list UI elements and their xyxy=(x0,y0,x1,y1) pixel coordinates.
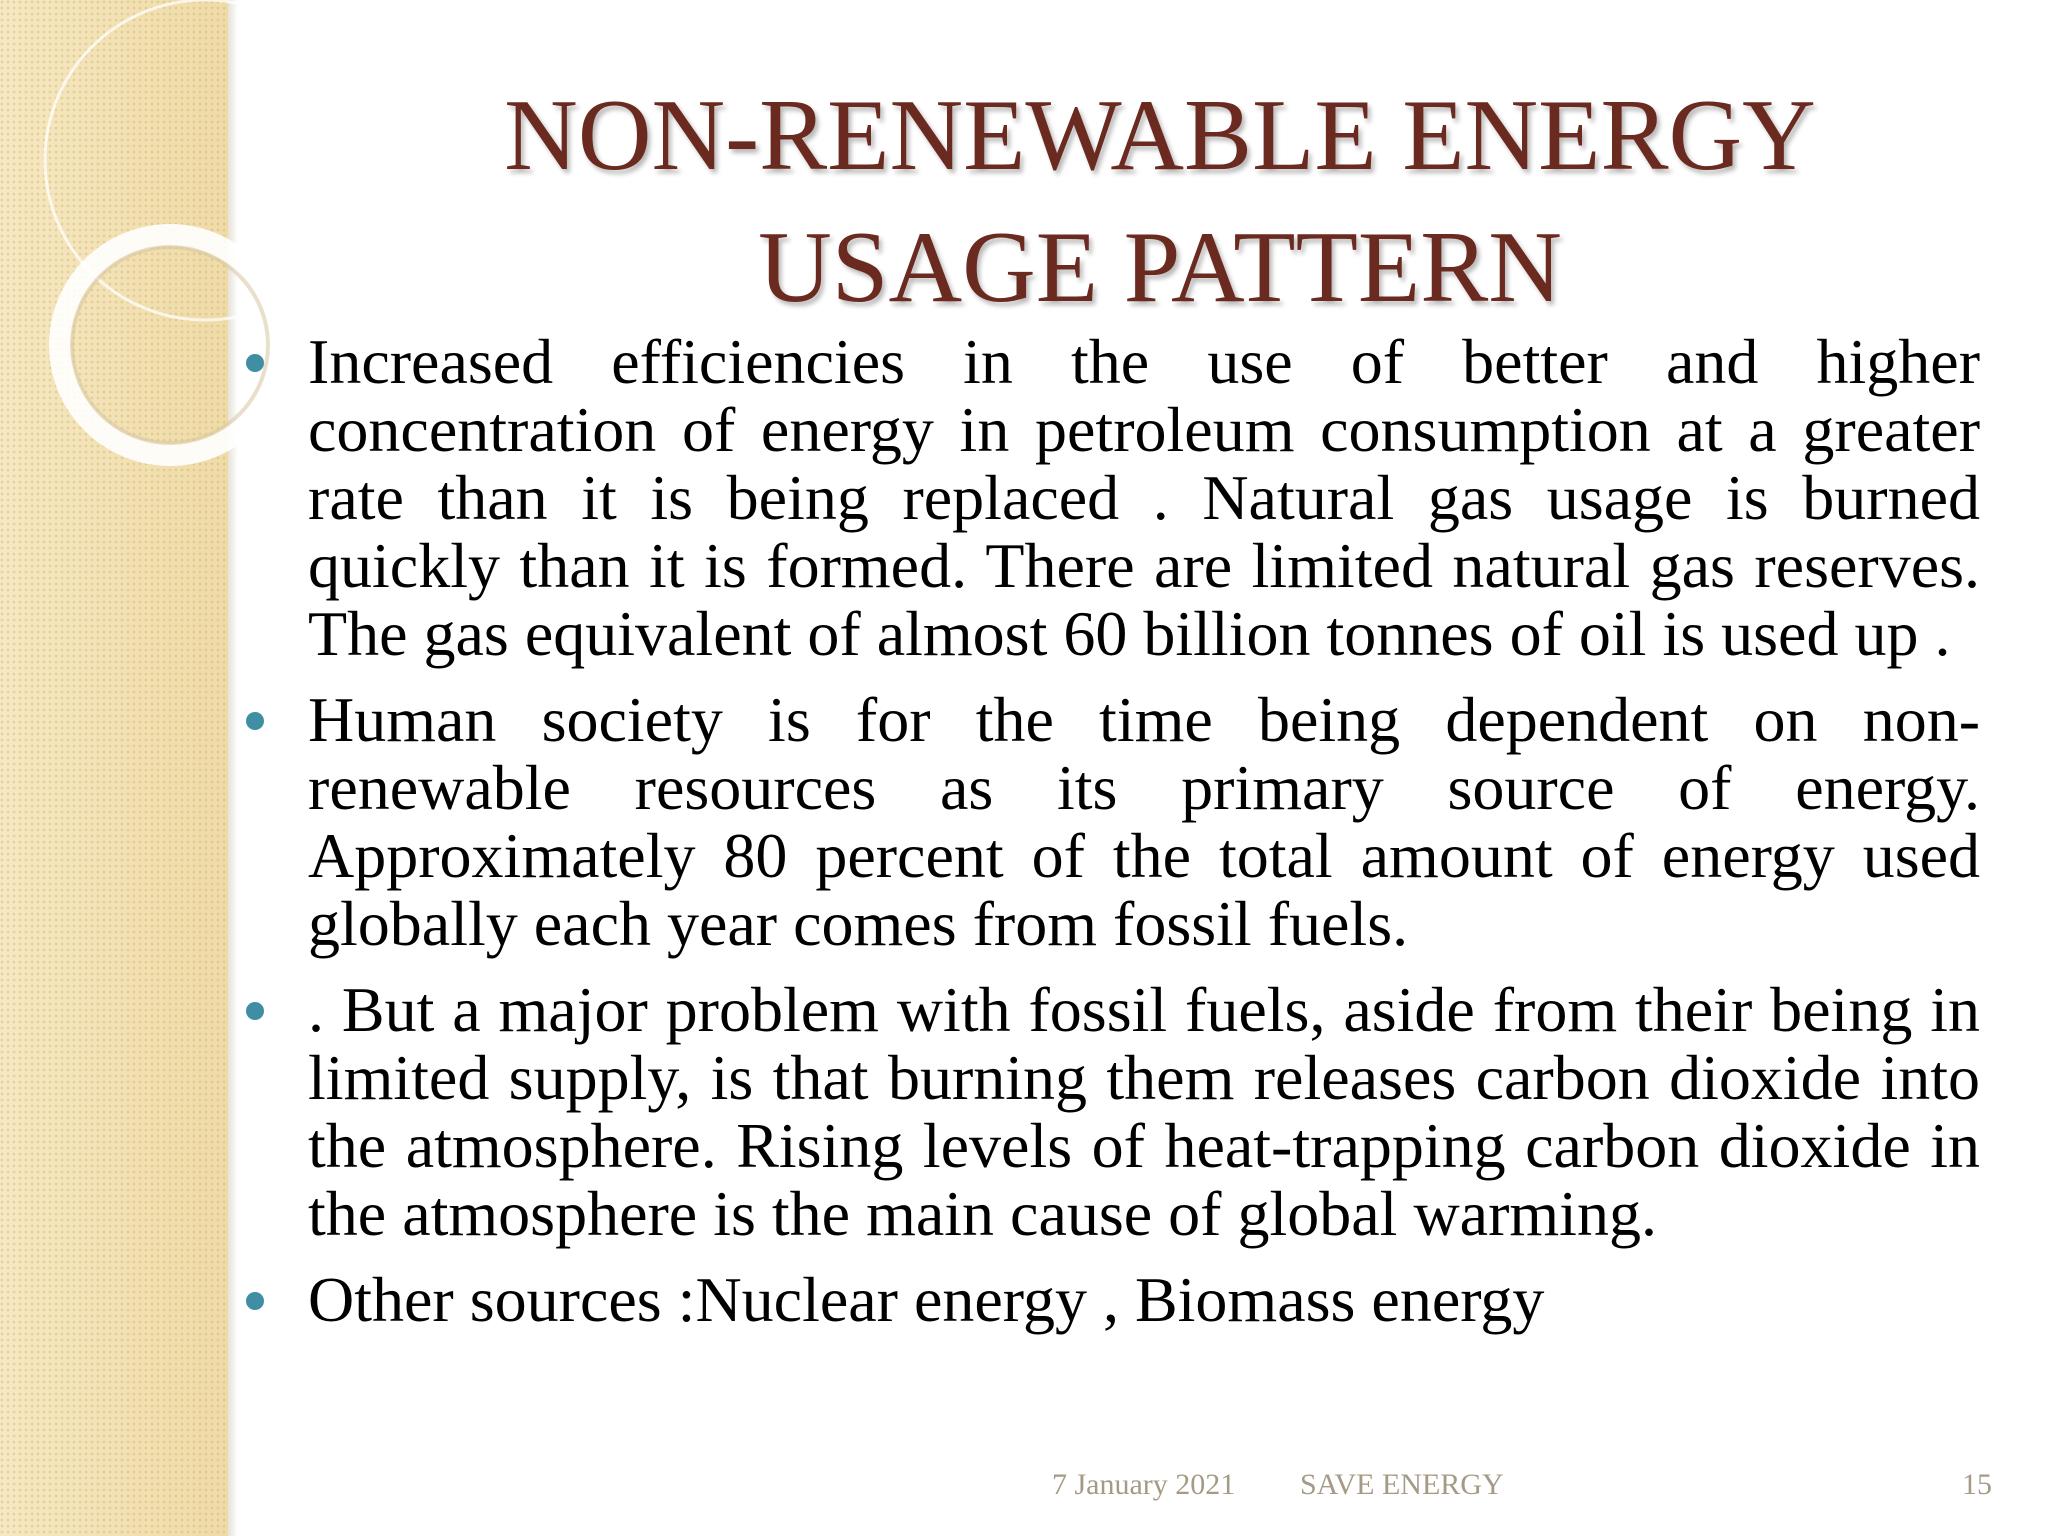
bullet-item-efficiencies: Increased efficiencies in the use of bet… xyxy=(246,326,1980,669)
bullet-item-other-sources: Other sources :Nuclear energy , Biomass … xyxy=(246,1264,1980,1335)
decorative-side-band xyxy=(0,0,228,1536)
footer-page-number: 15 xyxy=(1962,1468,1992,1501)
footer-event-title: SAVE ENERGY xyxy=(1300,1468,1504,1501)
bullet-item-fossil-fuel-problem: . But a major problem with fossil fuels,… xyxy=(246,974,1980,1249)
bullet-text: Increased efficiencies in the use of bet… xyxy=(308,326,1980,669)
footer-date: 7 January 2021 xyxy=(1052,1468,1236,1501)
bullet-dot-icon xyxy=(246,712,264,730)
slide-title-line-2: USAGE PATTERN xyxy=(758,211,1562,324)
bullet-text: Other sources :Nuclear energy , Biomass … xyxy=(308,1264,1545,1335)
slide-title: NON-RENEWABLE ENERGY USAGE PATTERN xyxy=(300,70,2020,334)
bullet-item-human-society: Human society is for the time being depe… xyxy=(246,684,1980,959)
bullet-text: . But a major problem with fossil fuels,… xyxy=(308,974,1980,1249)
bullet-list: Increased efficiencies in the use of bet… xyxy=(246,326,1980,1352)
bullet-dot-icon xyxy=(246,1002,264,1020)
bullet-dot-icon xyxy=(246,354,264,372)
slide-title-line-1: NON-RENEWABLE ENERGY xyxy=(504,79,1816,192)
bullet-text: Human society is for the time being depe… xyxy=(308,684,1980,959)
side-band-shadow xyxy=(228,0,238,1536)
bullet-dot-icon xyxy=(246,1292,264,1310)
